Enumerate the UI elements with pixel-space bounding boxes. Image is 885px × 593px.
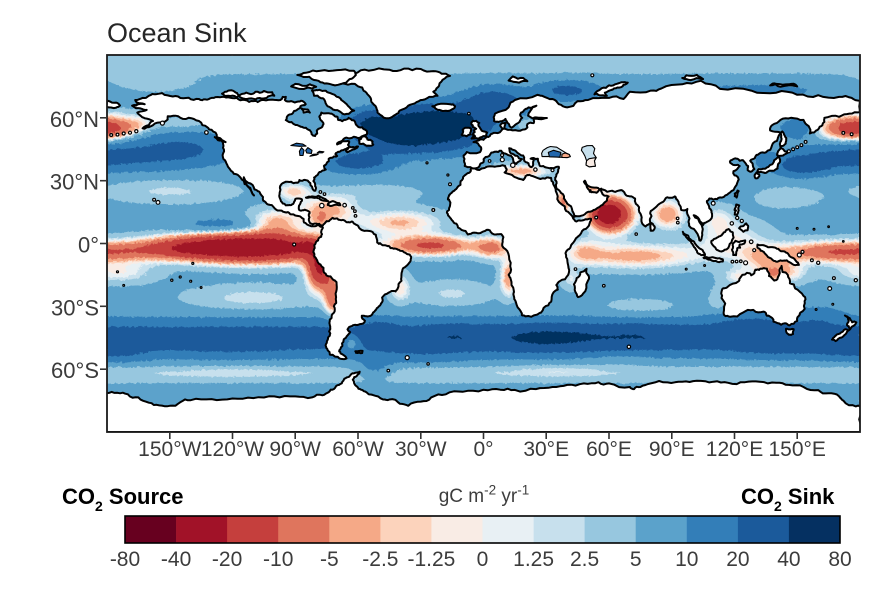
svg-text:150°E: 150°E (768, 438, 825, 461)
svg-text:-40: -40 (161, 548, 191, 571)
svg-text:2.5: 2.5 (570, 548, 599, 571)
svg-text:-20: -20 (212, 548, 242, 571)
svg-text:60°S: 60°S (51, 358, 99, 383)
svg-text:-2.5: -2.5 (362, 548, 398, 571)
svg-text:120°E: 120°E (706, 438, 763, 461)
svg-text:5: 5 (630, 548, 642, 571)
svg-text:Ocean Sink: Ocean Sink (107, 18, 247, 48)
svg-text:90°E: 90°E (649, 438, 695, 461)
svg-text:90°W: 90°W (269, 438, 321, 461)
svg-text:30°S: 30°S (51, 295, 99, 320)
svg-text:60°N: 60°N (50, 107, 99, 132)
svg-text:1.25: 1.25 (513, 548, 554, 571)
svg-text:10: 10 (675, 548, 698, 571)
svg-text:80: 80 (828, 548, 851, 571)
svg-text:120°W: 120°W (201, 438, 264, 461)
svg-text:gC m-2 yr-1: gC m-2 yr-1 (439, 483, 530, 508)
svg-text:-10: -10 (263, 548, 293, 571)
svg-text:20: 20 (726, 548, 749, 571)
svg-text:30°W: 30°W (395, 438, 447, 461)
svg-text:-5: -5 (320, 548, 339, 571)
svg-text:0: 0 (477, 548, 489, 571)
svg-text:60°W: 60°W (332, 438, 384, 461)
svg-text:30°N: 30°N (50, 170, 99, 195)
svg-text:60°E: 60°E (586, 438, 632, 461)
svg-text:0°: 0° (473, 438, 493, 461)
svg-text:-1.25: -1.25 (407, 548, 455, 571)
svg-text:150°W: 150°W (138, 438, 201, 461)
svg-text:0°: 0° (78, 233, 99, 258)
svg-text:-80: -80 (110, 548, 140, 571)
svg-text:30°E: 30°E (523, 438, 569, 461)
svg-text:40: 40 (777, 548, 800, 571)
